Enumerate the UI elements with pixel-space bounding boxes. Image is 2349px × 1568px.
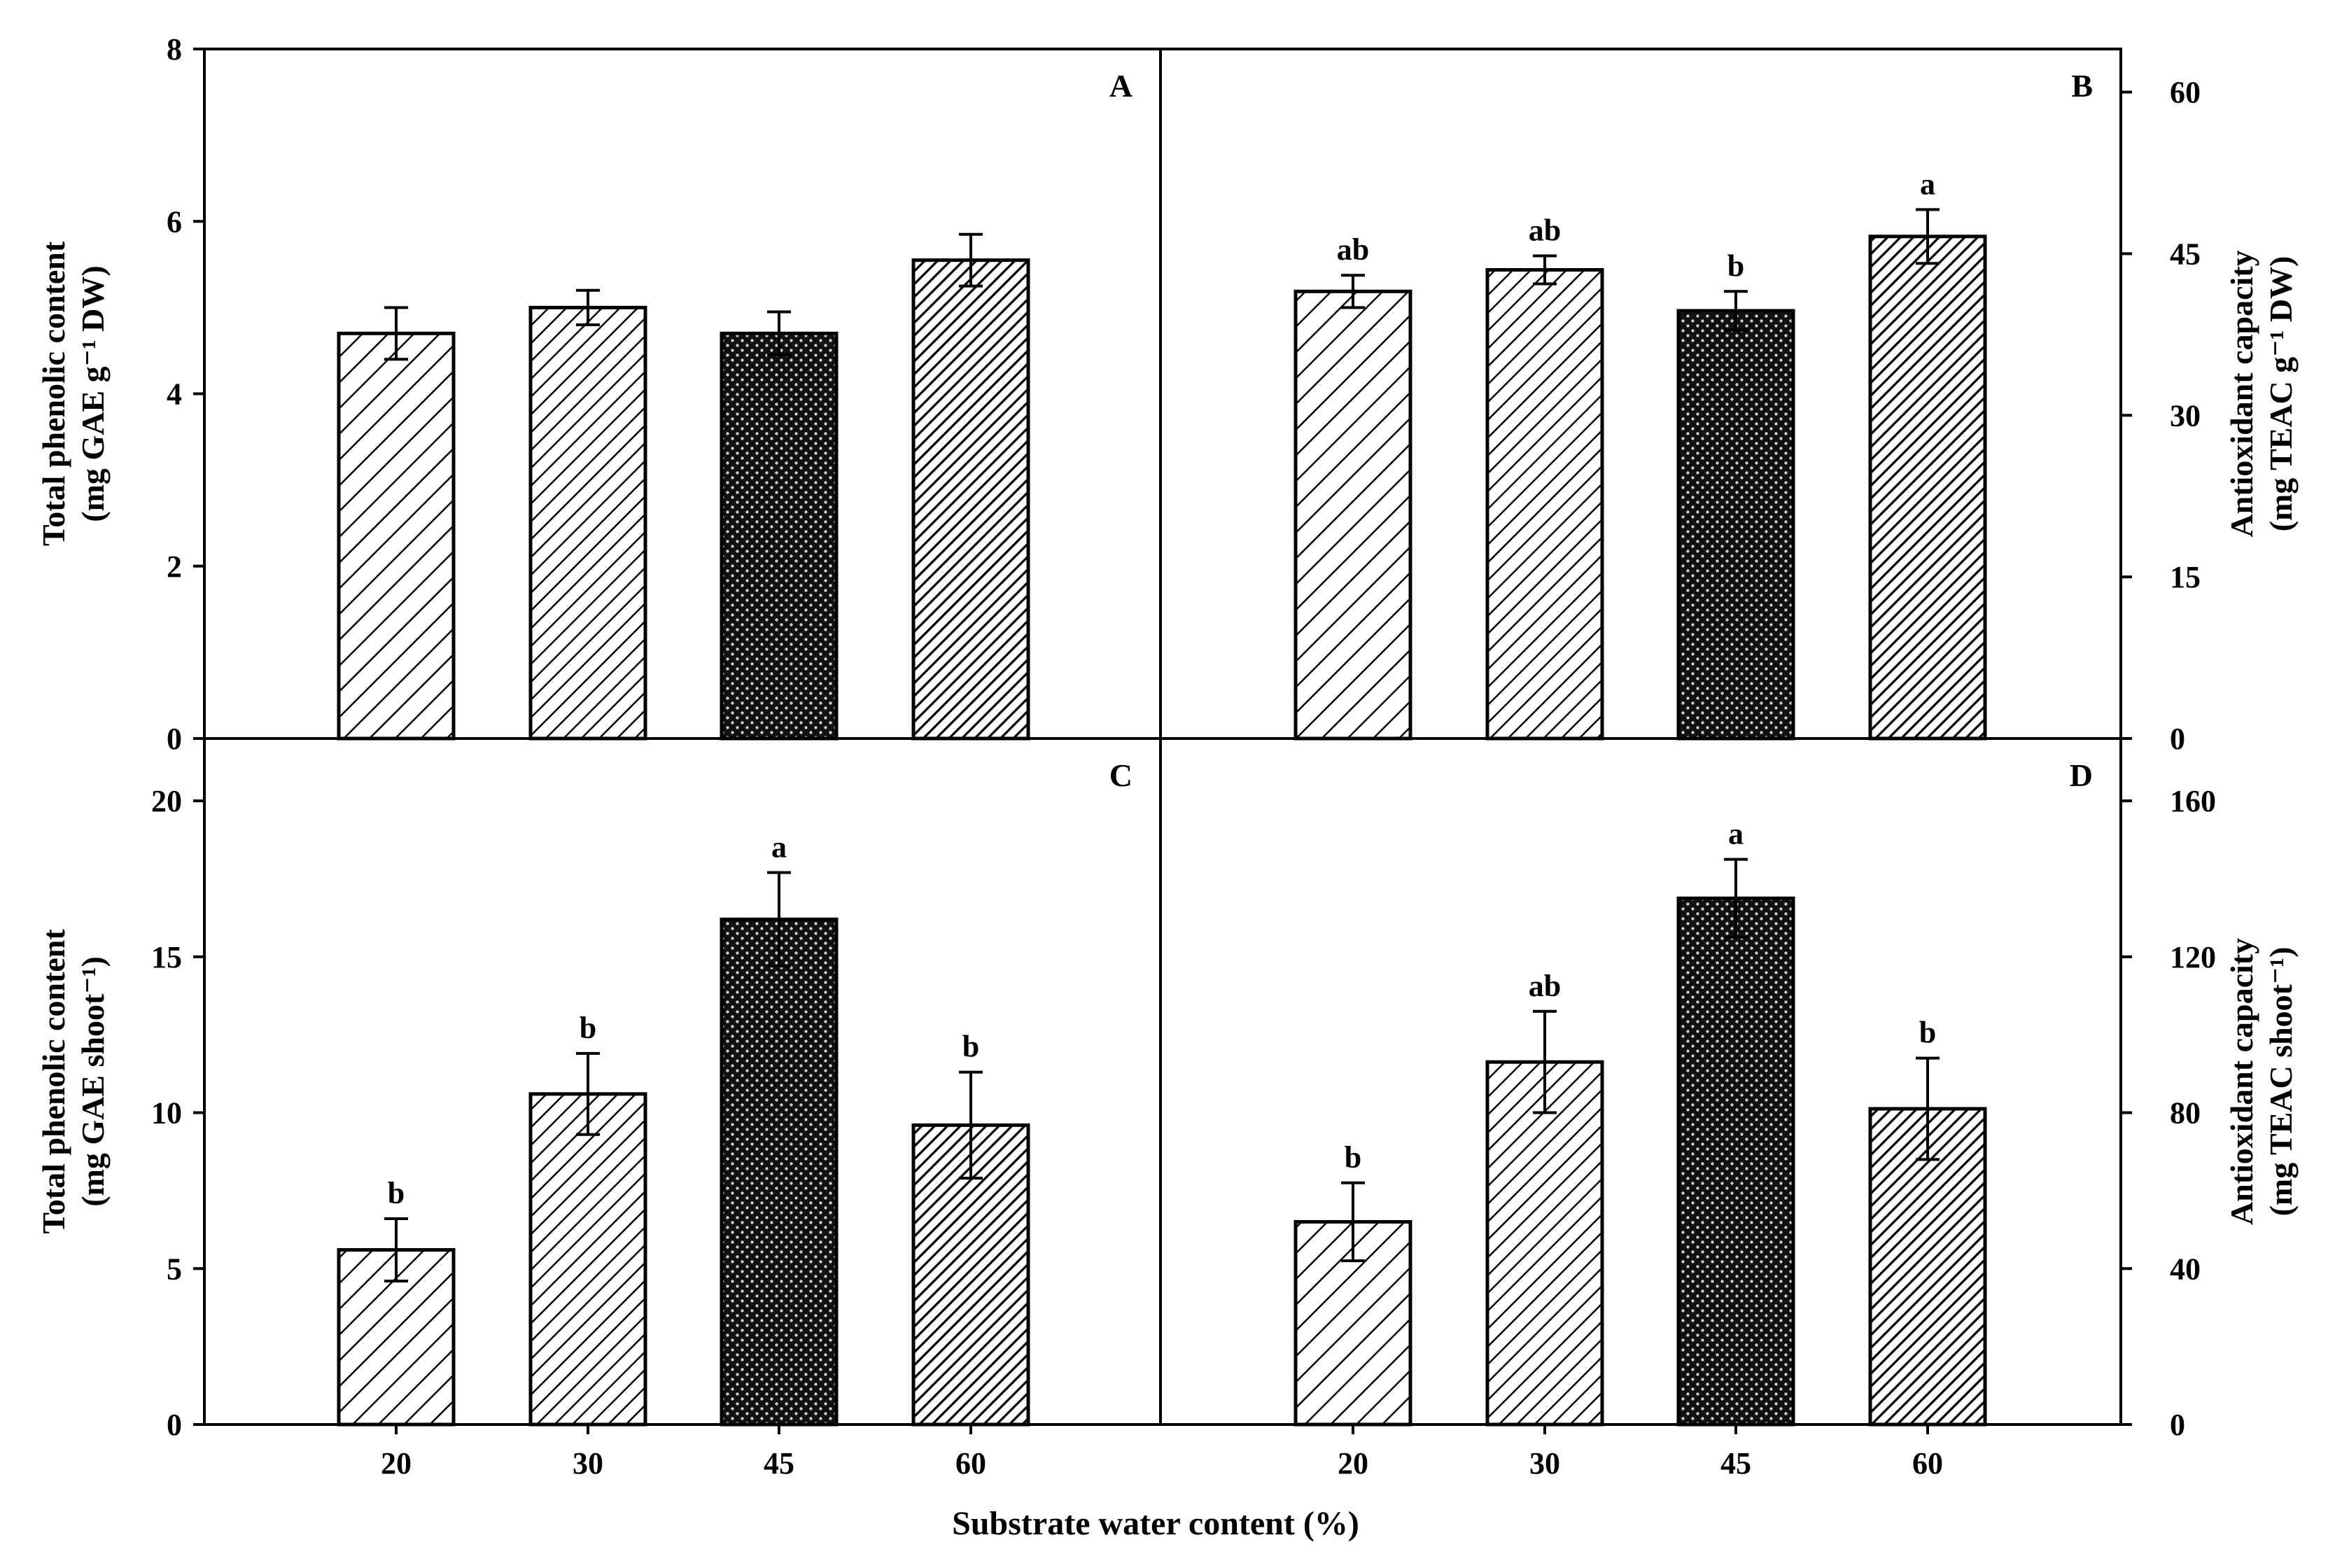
significance-label: a (1728, 817, 1744, 851)
x-tick-label: 45 (764, 1446, 794, 1480)
bar-d-45 (1676, 896, 1795, 1427)
bar-b-60 (1868, 234, 1987, 741)
significance-label: b (580, 1011, 596, 1045)
bar-d-60 (1868, 1107, 1987, 1427)
y-tick-label: 0 (2170, 1408, 2185, 1442)
y-tick-label: 40 (2170, 1252, 2201, 1286)
panel-letter: B (2071, 68, 2093, 104)
y-tick-label: 5 (167, 1252, 182, 1286)
y-axis-title-line1: Antioxidant capacity (2224, 250, 2259, 537)
panel-b: 0 15 30 45 60 ab ab b a B Antioxidant capacity (mg … (1293, 68, 2299, 756)
y-tick-label: 0 (167, 722, 182, 756)
y-tick-label: 8 (167, 32, 182, 66)
y-tick-label: 6 (167, 204, 182, 239)
x-tick-label: 60 (955, 1446, 986, 1480)
x-tick-label: 60 (1912, 1446, 1943, 1480)
y-axis-title-line2: (mg GAE g⁻¹ DW) (75, 265, 111, 522)
significance-label: ab (1529, 214, 1561, 248)
significance-label: b (1727, 248, 1744, 283)
bar-d-30 (1485, 1060, 1604, 1427)
y-axis-title-line1: Total phenolic content (36, 929, 71, 1234)
y-tick-label: 60 (2170, 76, 2201, 110)
significance-label: ab (1337, 232, 1369, 267)
y-tick-label: 15 (151, 940, 182, 974)
y-axis-title-line2: (mg TEAC g⁻¹ DW) (2263, 256, 2299, 532)
x-tick-label: 45 (1720, 1446, 1751, 1480)
y-axis-title-line2: (mg GAE shoot⁻¹) (75, 956, 111, 1207)
y-tick-label: 160 (2170, 784, 2216, 818)
y-tick-label: 80 (2170, 1096, 2201, 1130)
y-tick-label: 2 (167, 550, 182, 584)
significance-label: b (962, 1030, 979, 1064)
y-axis-title-line1: Total phenolic content (36, 241, 71, 546)
bar-a-20 (337, 331, 456, 741)
x-axis-title: Substrate water content (%) (952, 1505, 1359, 1542)
bar-a-45 (720, 331, 839, 741)
y-tick-label: 45 (2170, 237, 2201, 271)
y-tick-label: 4 (167, 377, 182, 412)
significance-label: b (388, 1176, 405, 1210)
bar-b-20 (1293, 289, 1412, 741)
plot-frame (203, 48, 2122, 1426)
significance-label: b (1345, 1140, 1361, 1175)
x-tick-label: 20 (1338, 1446, 1368, 1480)
significance-label: b (1919, 1016, 1936, 1050)
x-tick-label: 30 (573, 1446, 603, 1480)
y-tick-label: 20 (151, 784, 182, 818)
y-tick-label: 15 (2170, 560, 2201, 594)
bar-b-45 (1676, 309, 1795, 741)
bar-b-30 (1485, 268, 1604, 741)
significance-label: a (1920, 167, 1935, 201)
bar-a-60 (911, 258, 1030, 741)
y-axis-title-line1: Antioxidant capacity (2224, 938, 2259, 1225)
x-tick-label: 20 (381, 1446, 412, 1480)
bar-c-45 (720, 917, 839, 1427)
significance-label: a (771, 830, 787, 864)
y-tick-label: 30 (2170, 398, 2201, 433)
panel-letter: D (2070, 757, 2093, 793)
panel-letter: C (1109, 757, 1133, 793)
y-tick-label: 10 (151, 1096, 182, 1130)
y-tick-label: 0 (167, 1408, 182, 1442)
y-tick-label: 120 (2170, 940, 2216, 974)
bar-a-30 (528, 305, 647, 741)
significance-label: ab (1529, 969, 1561, 1003)
panel-c: 0 5 10 15 20 b b a b C Total phenolic content (mg G… (36, 757, 1133, 1480)
x-tick-label: 30 (1529, 1446, 1560, 1480)
y-tick-label: 0 (2170, 722, 2185, 756)
y-axis-title-line2: (mg TEAC shoot⁻¹) (2263, 947, 2299, 1217)
panel-letter: A (1109, 68, 1133, 104)
panel-a: 0 2 4 6 8 A Total phenolic content (mg GAE g⁻¹ … (36, 32, 1133, 756)
bar-c-30 (528, 1092, 647, 1427)
